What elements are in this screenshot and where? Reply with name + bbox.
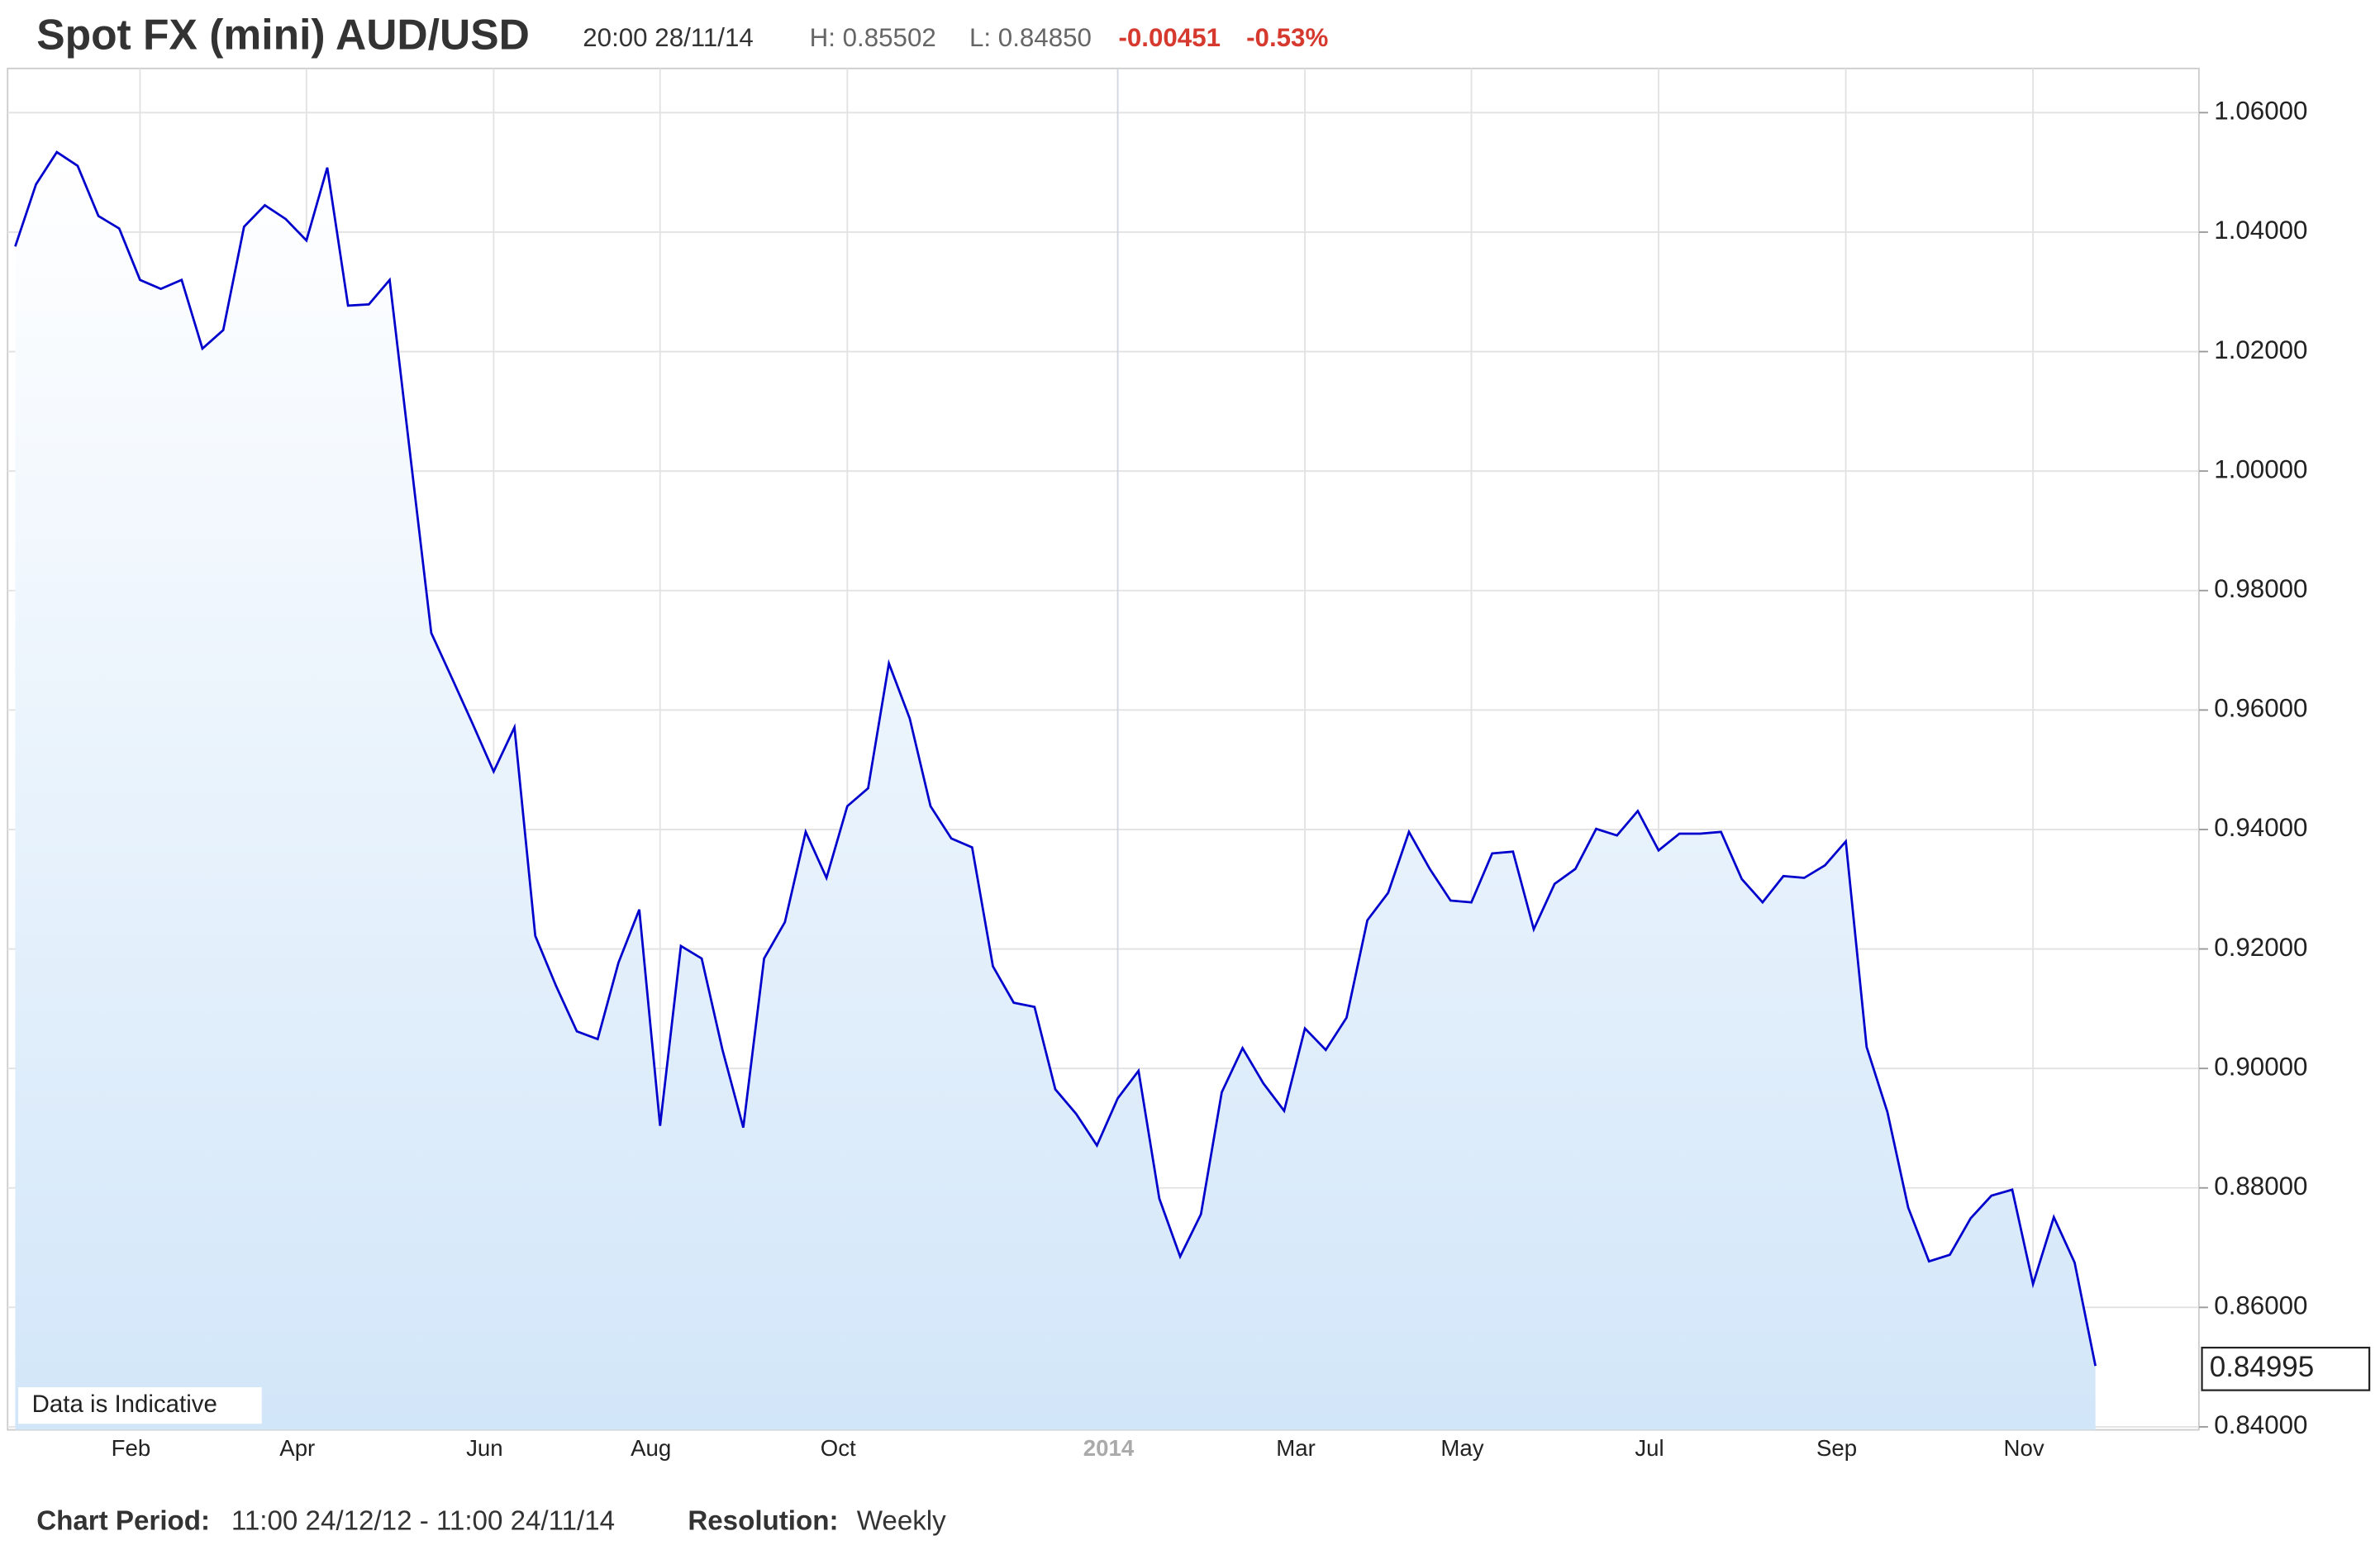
current-value-box xyxy=(2201,1346,2371,1391)
y-tick-label: 1.00000 xyxy=(2214,454,2307,483)
y-tick-label: 1.02000 xyxy=(2214,335,2307,364)
quote-high: H: 0.85502 xyxy=(810,23,936,52)
chart-title: Spot FX (mini) AUD/USD xyxy=(36,11,530,59)
y-tick-label: 0.88000 xyxy=(2214,1172,2307,1201)
x-tick-label: 2014 xyxy=(1083,1435,1135,1461)
x-tick-label: Aug xyxy=(631,1435,671,1461)
x-tick-label: Jul xyxy=(1635,1435,1664,1461)
x-tick-label: Nov xyxy=(2004,1435,2044,1461)
y-tick-label: 0.94000 xyxy=(2214,813,2307,842)
period-label: Chart Period: xyxy=(36,1506,210,1537)
note: Data is Indicative xyxy=(32,1391,217,1418)
period: 11:00 24/12/12 - 11:00 24/11/14 xyxy=(231,1506,615,1537)
y-tick-label: 0.90000 xyxy=(2214,1052,2307,1081)
y-tick-label: 0.86000 xyxy=(2214,1291,2307,1320)
quote-time: 20:00 28/11/14 xyxy=(583,23,754,52)
resolution-label: Resolution: xyxy=(688,1506,838,1537)
x-tick-label: Sep xyxy=(1816,1435,1857,1461)
y-tick-label: 0.84000 xyxy=(2214,1410,2307,1439)
quote-change-pct: -0.53% xyxy=(1246,23,1328,52)
x-tick-label: Mar xyxy=(1276,1435,1316,1461)
y-tick-label: 0.98000 xyxy=(2214,574,2307,603)
x-tick-label: Oct xyxy=(821,1435,856,1461)
x-tick-label: May xyxy=(1440,1435,1483,1461)
x-tick-label: Apr xyxy=(279,1435,315,1461)
y-tick-label: 0.92000 xyxy=(2214,933,2307,962)
line xyxy=(14,150,2097,1367)
quote-change: -0.00451 xyxy=(1118,23,1221,52)
resolution: Weekly xyxy=(857,1506,946,1537)
y-tick-label: 0.96000 xyxy=(2214,694,2307,723)
x-tick-label: Jun xyxy=(466,1435,503,1461)
quote-low: L: 0.84850 xyxy=(969,23,1092,52)
y-tick-label: 1.04000 xyxy=(2214,216,2307,245)
x-tick-label: Feb xyxy=(112,1435,151,1461)
note-box xyxy=(18,1387,262,1424)
y-tick-label: 1.06000 xyxy=(2214,97,2307,126)
area xyxy=(15,152,2096,1430)
current-value-label: 0.84995 xyxy=(2210,1351,2314,1383)
